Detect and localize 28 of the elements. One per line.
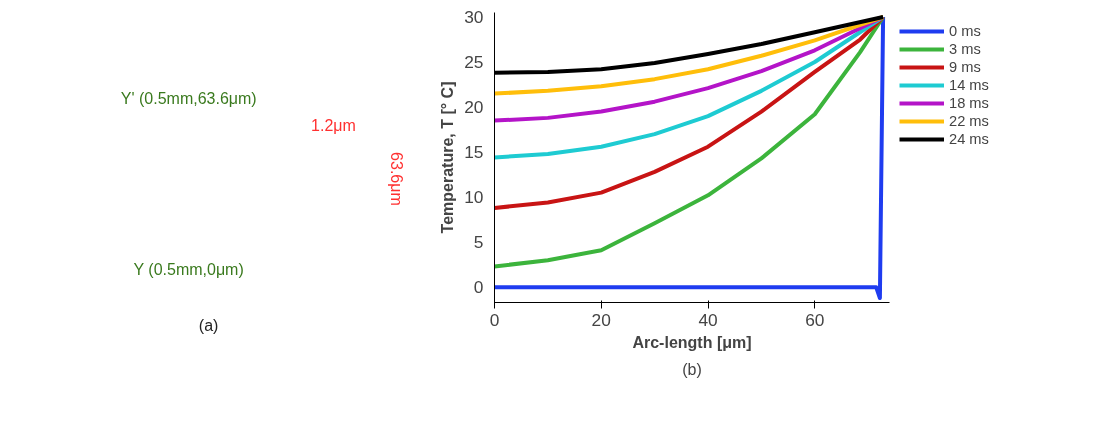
y-tick-label: 5	[473, 232, 484, 253]
y-tick-label: 20	[464, 97, 484, 118]
text: (b)	[682, 360, 702, 378]
legend-label: 24 ms	[949, 130, 989, 148]
y-axis-title: Temperature, T [° C]	[439, 81, 457, 234]
x-axis-title: Arc-length [μm]	[632, 333, 752, 351]
x-tick-label: 0	[489, 309, 500, 330]
text: Y' (0.5mm,63.6μm)	[120, 89, 257, 107]
y-tick-label: 10	[464, 187, 484, 208]
text: Y (0.5mm,0μm)	[133, 261, 244, 279]
legend-label: 0 ms	[949, 22, 981, 40]
legend-label: 22 ms	[949, 112, 989, 130]
y-tick-label: 15	[464, 142, 484, 163]
x-tick-label: 40	[698, 309, 718, 330]
text: 1.2μm	[311, 117, 356, 135]
line-series	[494, 15, 886, 96]
legend-label: 3 ms	[949, 40, 981, 58]
y-tick-label: 30	[464, 7, 484, 27]
y-tick-label: 0	[473, 277, 484, 298]
y-tick-label: 25	[464, 52, 484, 73]
legend-label: 14 ms	[949, 76, 989, 94]
legend-label: 18 ms	[949, 94, 989, 112]
line-series	[494, 15, 886, 210]
x-tick-label: 60	[805, 309, 825, 330]
text: (a)	[198, 317, 219, 335]
legend-label: 9 ms	[949, 58, 981, 76]
x-tick-label: 20	[591, 309, 611, 330]
text: 63.6μm	[388, 152, 406, 206]
